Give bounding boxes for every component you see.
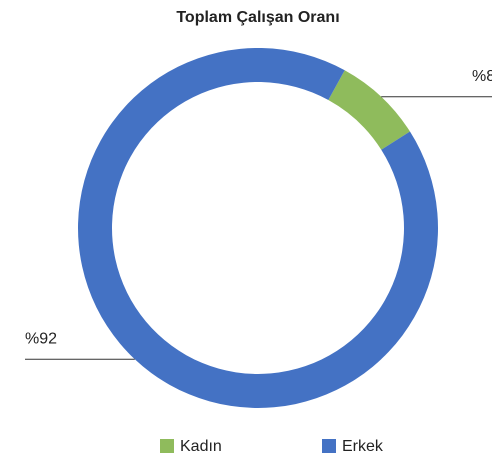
donut-segment xyxy=(328,70,410,150)
data-label: %8 xyxy=(472,68,492,85)
legend-swatch xyxy=(160,439,174,453)
chart-title: Toplam Çalışan Oranı xyxy=(176,9,339,26)
legend-label: Erkek xyxy=(342,438,384,455)
legend-swatch xyxy=(322,439,336,453)
legend-label: Kadın xyxy=(180,438,222,455)
data-label: %92 xyxy=(25,330,57,347)
